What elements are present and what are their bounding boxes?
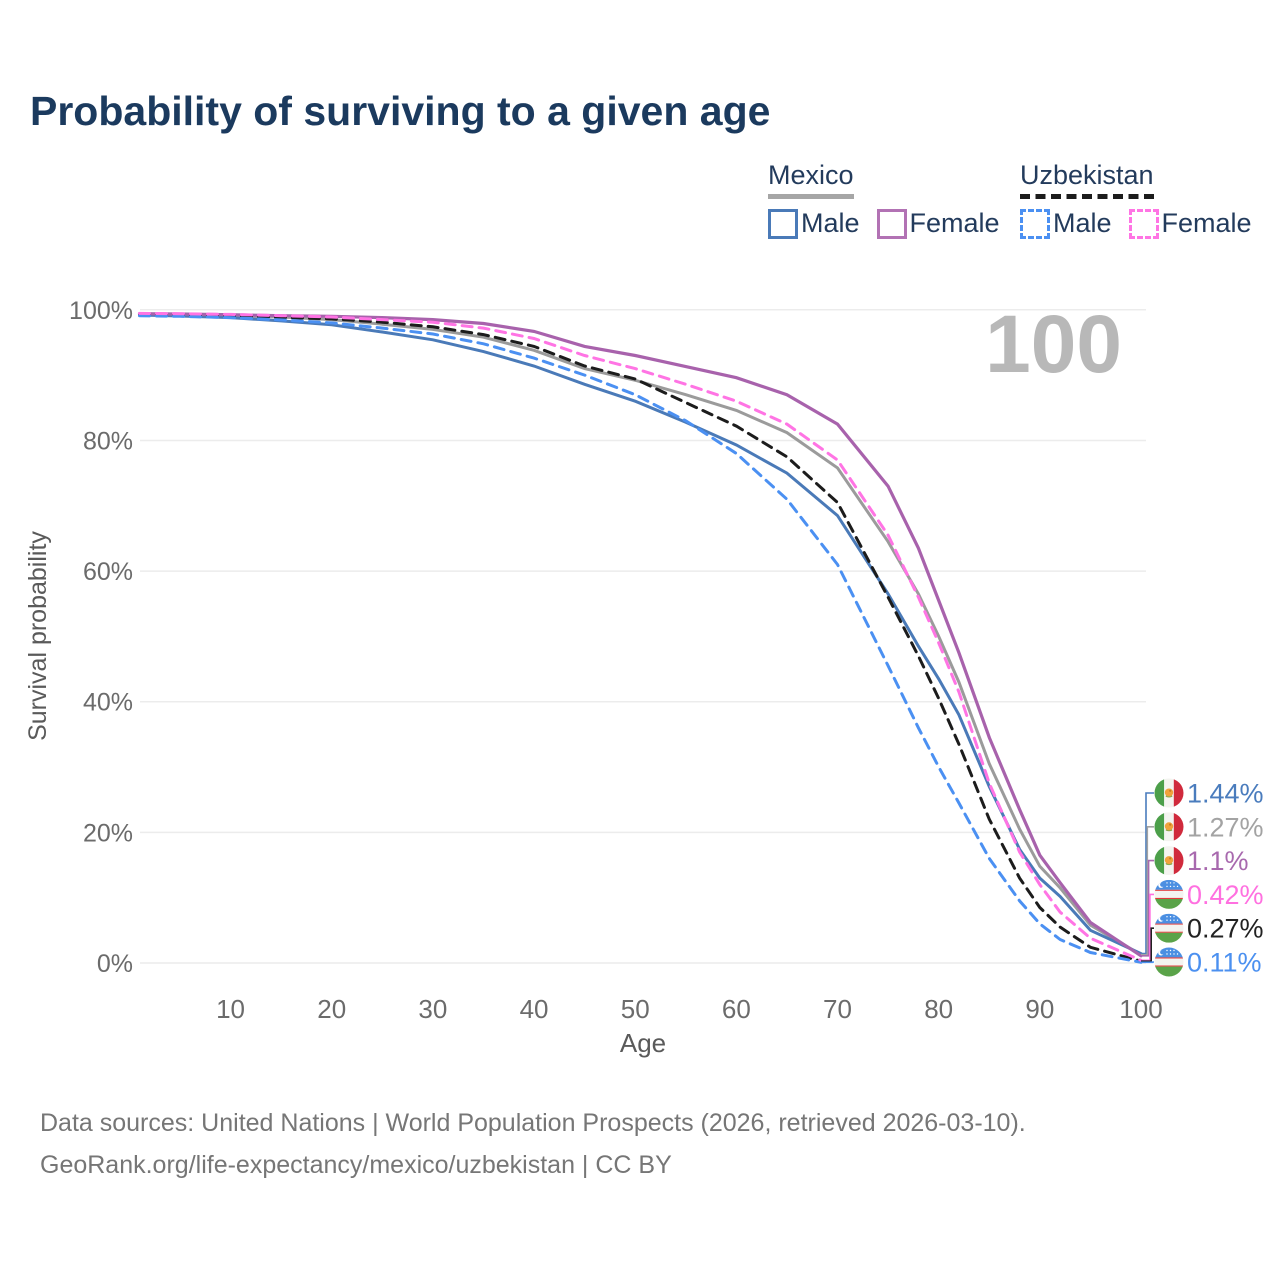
uzbekistan-male-swatch-icon (1020, 208, 1050, 239)
y-axis-title: Survival probability (24, 531, 52, 741)
legend-group-uzbekistan: Uzbekistan Male Female (1020, 160, 1269, 239)
footer-line-2[interactable]: GeoRank.org/life-expectancy/mexico/uzbek… (40, 1151, 672, 1179)
mexico-flag-icon (1154, 846, 1184, 876)
uzbekistan-flag-icon (1154, 947, 1184, 977)
end-label-value: 0.27% (1187, 914, 1264, 944)
data-sources-footer: Data sources: United Nations | World Pop… (40, 1102, 1026, 1186)
legend-item-mexico-female[interactable]: Female (876, 208, 1000, 239)
end-label-value: 1.27% (1187, 812, 1264, 842)
end-label-value: 0.42% (1187, 880, 1264, 910)
x-tick-label: 60 (722, 994, 751, 1024)
x-tick-label: 70 (823, 994, 852, 1024)
legend-item-label: Male (1053, 208, 1112, 238)
y-tick-label: 20% (83, 819, 133, 847)
legend-header-mexico[interactable]: Mexico (768, 160, 854, 199)
x-tick-label: 20 (317, 994, 346, 1024)
y-tick-label: 40% (83, 689, 133, 717)
legend-item-label: Male (801, 208, 860, 238)
footer-line-1: Data sources: United Nations | World Pop… (40, 1109, 1026, 1137)
legend-item-mexico-male[interactable]: Male (768, 208, 860, 239)
uzbekistan-female-swatch-icon (1128, 208, 1159, 239)
x-axis-title: Age (620, 1028, 666, 1058)
end-label-connector (1141, 826, 1154, 956)
page-title: Probability of surviving to a given age (30, 88, 771, 134)
curve-mexico-male (138, 313, 1143, 956)
y-tick-label: 100% (69, 297, 133, 325)
end-label-connector (1141, 927, 1154, 962)
legend-item-label: Female (1161, 208, 1252, 238)
age-watermark: 100 (985, 299, 1122, 390)
x-tick-label: 10 (216, 994, 245, 1024)
x-tick-label: 100 (1119, 994, 1162, 1024)
legend-item-label: Female (909, 208, 1000, 238)
end-label-connector (1141, 859, 1154, 957)
legend-group-mexico: Mexico Male Female (768, 160, 1017, 239)
y-tick-label: 80% (83, 427, 133, 455)
legend-header-uzbekistan[interactable]: Uzbekistan (1020, 160, 1154, 199)
x-tick-label: 90 (1025, 994, 1054, 1024)
end-label-value: 1.44% (1187, 779, 1264, 809)
mexico-flag-icon (1154, 812, 1184, 842)
mexico-female-swatch-icon (876, 208, 907, 239)
uzbekistan-flag-icon (1154, 879, 1184, 909)
x-tick-label: 80 (924, 994, 953, 1024)
legend-item-uzbekistan-female[interactable]: Female (1128, 208, 1252, 239)
end-label-connector (1141, 792, 1154, 955)
curve-uzbekistan (138, 312, 1143, 963)
curve-uzbekistan-male (138, 314, 1143, 964)
mexico-male-swatch-icon (768, 208, 798, 239)
uzbekistan-flag-icon (1154, 913, 1184, 943)
legend-item-uzbekistan-male[interactable]: Male (1020, 208, 1112, 239)
curve-uzbekistan-female (138, 311, 1143, 962)
end-label-value: 0.11% (1187, 948, 1262, 978)
x-tick-label: 50 (621, 994, 650, 1024)
y-tick-label: 60% (83, 558, 133, 586)
end-label-connector (1141, 893, 1154, 962)
x-tick-label: 40 (520, 994, 549, 1024)
mexico-flag-icon (1154, 778, 1184, 808)
x-tick-label: 30 (418, 994, 447, 1024)
end-label-value: 1.1% (1187, 846, 1249, 876)
y-tick-label: 0% (97, 950, 133, 978)
